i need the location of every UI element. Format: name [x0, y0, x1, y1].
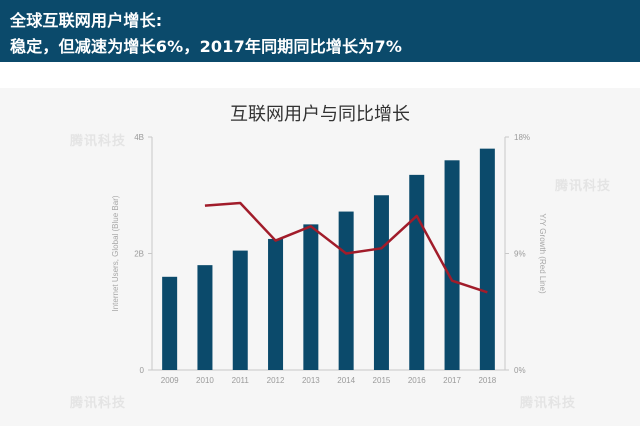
bar	[479, 148, 495, 370]
x-tick-label: 2013	[302, 376, 320, 385]
watermark: 腾讯科技	[555, 179, 612, 194]
x-tick-label: 2017	[443, 376, 461, 385]
bar	[303, 224, 319, 370]
x-tick-label: 2010	[196, 376, 214, 385]
x-tick-label: 2014	[337, 376, 355, 385]
x-tick-label: 2016	[408, 376, 426, 385]
chart-title: 互联网用户与同比增长	[230, 104, 410, 125]
x-tick-label: 2011	[232, 376, 250, 385]
bar	[268, 238, 284, 370]
bar	[197, 265, 213, 370]
y-right-tick-label: 0%	[514, 366, 526, 375]
header-subtitle: 稳定，但减速为增长6%，2017年同期同比增长为7%	[10, 37, 403, 56]
x-tick-label: 2018	[478, 376, 496, 385]
watermark: 腾讯科技	[70, 134, 127, 149]
x-tick-label: 2012	[267, 376, 285, 385]
y-tick-label: 2B	[134, 250, 144, 259]
x-tick-label: 2009	[161, 376, 179, 385]
y-right-tick-label: 9%	[514, 250, 526, 259]
header-title: 全球互联网用户增长:	[10, 11, 163, 30]
watermark: 腾讯科技	[520, 396, 577, 411]
bar	[338, 211, 354, 370]
bar	[444, 160, 460, 370]
header-banner: 全球互联网用户增长: 稳定，但减速为增长6%，2017年同期同比增长为7%	[0, 0, 640, 62]
y-axis-right-label: Y/Y Growth (Red Line)	[538, 213, 547, 294]
bar	[232, 250, 248, 370]
bar	[162, 276, 178, 370]
y-right-tick-label: 18%	[514, 133, 530, 142]
y-axis-label: Internet Users, Global (Blue Bar)	[111, 195, 120, 311]
watermark: 腾讯科技	[70, 396, 127, 411]
bar	[409, 174, 425, 370]
bar	[373, 195, 389, 370]
x-tick-label: 2015	[373, 376, 391, 385]
y-tick-label: 0	[140, 366, 145, 375]
y-tick-label: 4B	[134, 133, 144, 142]
